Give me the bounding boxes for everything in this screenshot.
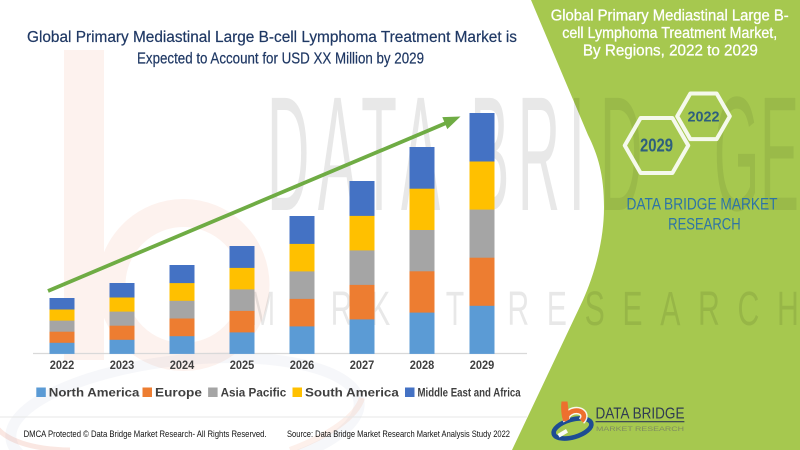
svg-text:Asia Pacific: Asia Pacific [221,385,287,399]
svg-text:2027: 2027 [350,358,375,372]
svg-text:cell Lymphoma Treatment Market: cell Lymphoma Treatment Market, [562,25,777,42]
svg-text:DATA BRIDGE MARKET: DATA BRIDGE MARKET [627,195,778,214]
svg-text:Expected to Account for USD XX: Expected to Account for USD XX Million b… [137,51,424,68]
svg-text:DMCA Protected © Data Bridge M: DMCA Protected © Data Bridge Market Rese… [24,429,267,439]
svg-text:By Regions, 2022 to 2029: By Regions, 2022 to 2029 [583,43,758,60]
svg-text:2022: 2022 [688,110,720,126]
svg-text:D: D [600,62,642,244]
svg-text:2025: 2025 [230,358,255,372]
svg-text:2026: 2026 [290,358,315,372]
svg-text:2022: 2022 [50,358,75,372]
svg-text:RESEARCH: RESEARCH [668,215,741,234]
svg-text:Europe: Europe [155,385,202,399]
svg-text:South America: South America [305,385,399,399]
svg-text:North America: North America [49,385,140,399]
svg-text:Middle East and Africa: Middle East and Africa [418,385,521,399]
svg-text:Global Primary Mediastinal Lar: Global Primary Mediastinal Large B- [551,7,789,24]
svg-text:2028: 2028 [410,358,435,372]
svg-text:MARKET RESEARCH: MARKET RESEARCH [596,426,684,433]
svg-text:DATA BRIDGE: DATA BRIDGE [596,406,685,423]
svg-text:2029: 2029 [640,136,673,156]
svg-text:Global Primary Mediastinal Lar: Global Primary Mediastinal Large B-cell … [27,29,517,46]
svg-text:G: G [714,62,760,244]
svg-text:2024: 2024 [170,358,195,372]
svg-text:2029: 2029 [470,358,495,372]
svg-text:E: E [760,62,799,244]
svg-text:Source: Data Bridge Market Res: Source: Data Bridge Market Research Mark… [287,429,510,439]
svg-text:2023: 2023 [110,358,135,372]
svg-text:MARKET RESEARCH: MARKET RESEARCH [250,283,800,336]
